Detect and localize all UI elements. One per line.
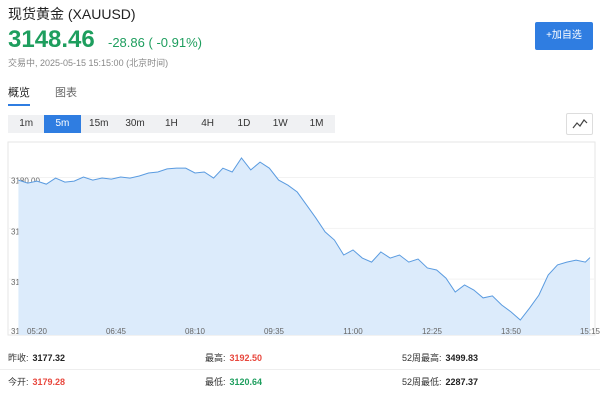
stat-value: 3499.83 <box>445 353 479 363</box>
stat-label: 52周最高: <box>402 353 442 363</box>
x-tick-label: 06:45 <box>106 327 127 336</box>
stat: 今开: 3179.28 <box>8 375 65 388</box>
x-tick-label: 12:25 <box>422 327 443 336</box>
change: -28.86 ( -0.91%) <box>108 35 202 50</box>
tab[interactable]: 图表 <box>55 87 77 99</box>
stat-value: 3179.28 <box>32 377 66 387</box>
icon <box>572 119 588 129</box>
separator <box>0 369 600 370</box>
interval-bar: 1m 5m 15m 30m 1H 4H 1D 1W 1M <box>8 115 335 133</box>
add-watchlist-button[interactable]: +加自选 <box>535 22 593 50</box>
area <box>18 157 591 335</box>
stat-label: 今开: <box>8 377 29 387</box>
interval-button[interactable]: 15m <box>89 118 109 129</box>
stat-label: 52周最低: <box>402 377 442 387</box>
stat: 昨收: 3177.32 <box>8 351 65 364</box>
x-tick-label: 08:10 <box>185 327 206 336</box>
change-pct: ( -0.91%) <box>148 35 202 50</box>
stat: 52周最高: 3499.83 <box>402 351 478 364</box>
stat: 52周最低: 2287.37 <box>402 375 478 388</box>
y-tick-label: 3180.00 <box>11 177 40 186</box>
interval-button[interactable]: 1W <box>272 118 288 129</box>
stat-value: 3177.32 <box>32 353 66 363</box>
x-tick-label: 13:50 <box>501 327 522 336</box>
interval-button[interactable]: 1D <box>237 118 251 129</box>
interval-button[interactable]: 1H <box>164 118 178 129</box>
interval-button[interactable]: 4H <box>201 118 215 129</box>
line <box>18 157 591 321</box>
stat: 最低: 3120.64 <box>205 375 262 388</box>
x-tick-label: 15:15 <box>580 327 600 336</box>
interval-button[interactable]: 1M <box>309 118 324 129</box>
stat-value: 3120.64 <box>229 377 263 387</box>
x-tick-label: 09:35 <box>264 327 285 336</box>
stat-label: 最高: <box>205 353 226 363</box>
stat-value: 2287.37 <box>445 377 479 387</box>
x-tick-label: 11:00 <box>343 327 363 336</box>
change-value: -28.86 <box>108 35 145 50</box>
chart: 3120.003140.003160.003180.0005:2006:4508… <box>7 141 600 336</box>
stat: 最高: 3192.50 <box>205 351 262 364</box>
x-tick-label: 05:20 <box>27 327 48 336</box>
interval-button[interactable]: 1m <box>19 118 34 129</box>
interval-button[interactable]: 30m <box>125 118 145 129</box>
chart-type-button[interactable] <box>566 113 593 135</box>
status: 交易中, 2025-05-15 15:15:00 (北京时间) <box>8 58 169 68</box>
price: 3148.46 <box>8 26 95 53</box>
interval-button[interactable]: 5m <box>44 115 81 133</box>
stat-value: 3192.50 <box>229 353 263 363</box>
title: 现货黄金 (XAUUSD) <box>8 6 136 22</box>
tab[interactable]: 概览 <box>8 84 30 106</box>
stat-label: 昨收: <box>8 353 29 363</box>
stat-label: 最低: <box>205 377 226 387</box>
